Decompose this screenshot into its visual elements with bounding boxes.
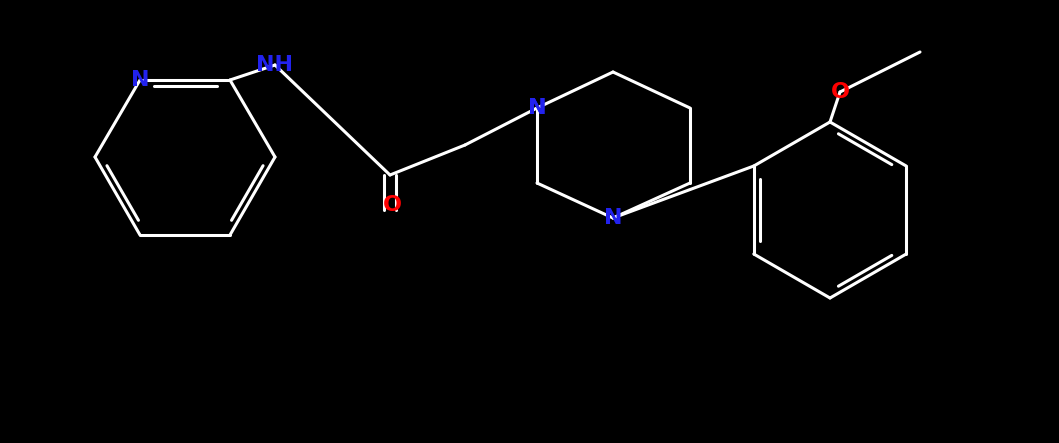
Text: O: O	[830, 82, 849, 102]
Text: O: O	[382, 195, 401, 215]
Text: NH: NH	[256, 55, 293, 75]
Text: N: N	[604, 208, 623, 228]
Text: N: N	[527, 98, 546, 118]
Text: N: N	[527, 98, 546, 118]
Text: N: N	[130, 70, 149, 90]
